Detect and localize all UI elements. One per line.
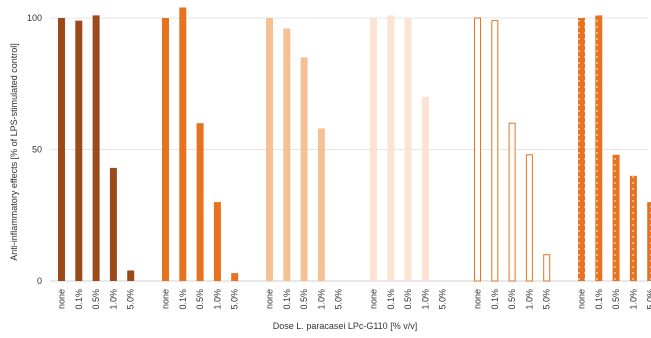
x-tick-label: 5.0% (438, 289, 448, 310)
x-tick-label: 0.1% (594, 289, 604, 310)
y-tick-label: 0 (37, 276, 42, 286)
bar (179, 7, 187, 281)
bar (370, 18, 377, 281)
x-tick-label: 0.5% (195, 289, 205, 310)
bar (266, 18, 273, 281)
bar (162, 18, 169, 281)
bar (404, 18, 412, 281)
y-axis-title: Anti-inflammatory effects [% of LPS-stim… (9, 43, 19, 260)
x-tick-label: 1.0% (524, 289, 534, 310)
bar (196, 123, 204, 281)
y-tick-label: 100 (27, 13, 42, 23)
bar (58, 18, 65, 281)
x-tick-label: 0.5% (91, 289, 101, 310)
bar (474, 17, 481, 282)
x-tick-label: none (369, 289, 379, 309)
x-tick-label: 0.5% (299, 289, 309, 310)
x-tick-label: 5.0% (230, 289, 240, 310)
y-tick-label: 50 (32, 145, 42, 155)
bar (525, 154, 533, 282)
bar (300, 57, 308, 282)
x-tick-label: 1.0% (108, 289, 118, 310)
x-tick-label: none (577, 289, 587, 309)
gridlines (50, 17, 648, 282)
x-tick-label: none (473, 289, 483, 309)
bar (317, 128, 325, 281)
bar (231, 273, 239, 281)
x-tick-label: 0.1% (490, 289, 500, 310)
x-tick-label: 1.0% (628, 289, 638, 310)
bar (387, 15, 395, 282)
x-tick-label: 5.0% (126, 289, 136, 310)
bar (92, 15, 100, 282)
bar (629, 175, 637, 281)
x-tick-label: 0.5% (507, 289, 517, 310)
x-tick-label: 0.5% (611, 289, 621, 310)
bar (578, 18, 585, 281)
bar (595, 15, 603, 282)
x-tick-label: 5.0% (542, 289, 552, 310)
x-tick-label: none (161, 289, 171, 309)
bar (109, 167, 117, 281)
x-tick-label: 0.1% (178, 289, 188, 310)
x-tick-label: 1.0% (212, 289, 222, 310)
bar (421, 96, 429, 282)
x-axis-title: Dose L. paracasei LPc-G110 [% v/v] (273, 321, 417, 331)
x-tick-label: 1.0% (316, 289, 326, 310)
bar (127, 270, 135, 281)
x-tick-label: none (265, 289, 275, 309)
bar (647, 202, 651, 281)
x-tick-label: 0.5% (403, 289, 413, 310)
bar (612, 154, 620, 281)
bar (75, 20, 83, 281)
x-tick-label: 0.1% (74, 289, 84, 310)
x-tick-label: 5.0% (334, 289, 344, 310)
x-axis-ticks: none 0.1% 0.5% 1.0% 5.0% none 0.1% 0.5% 1.0% 5.0%… (57, 289, 651, 310)
x-tick-label: 1.0% (420, 289, 430, 310)
x-tick-label: 5.0% (646, 289, 651, 310)
x-tick-label: 0.1% (282, 289, 292, 310)
bar (491, 20, 499, 282)
bar (213, 202, 221, 281)
bar (543, 254, 551, 282)
bar (283, 28, 291, 281)
y-axis-ticks: 0 50 100 (27, 13, 42, 286)
x-tick-label: none (57, 289, 67, 309)
bars (58, 7, 651, 282)
x-tick-label: 0.1% (386, 289, 396, 310)
bar (508, 122, 516, 282)
